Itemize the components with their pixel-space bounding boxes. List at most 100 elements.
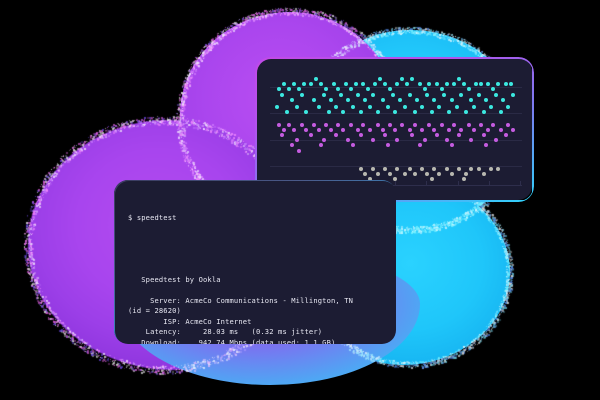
- chart-dot-download: [277, 87, 281, 91]
- chart-dot-latency: [393, 177, 397, 181]
- chart-dot-upload: [450, 143, 454, 147]
- chart-dot-upload: [484, 143, 488, 147]
- chart-tick: [426, 181, 427, 186]
- chart-dot-latency: [457, 167, 461, 171]
- chart-dot-download: [482, 110, 486, 114]
- live-graph-panel: [256, 58, 532, 200]
- chart-dot-download: [356, 93, 360, 97]
- chart-dot-download: [472, 105, 476, 109]
- chart-dot-download: [383, 82, 387, 86]
- chart-dot-download: [501, 98, 505, 102]
- chart-dot-upload: [356, 128, 360, 132]
- chart-dot-upload: [304, 128, 308, 132]
- chart-dot-upload: [349, 123, 353, 127]
- terminal-line: ISP: AcmeCo Internet: [128, 317, 388, 327]
- chart-dot-download: [432, 98, 436, 102]
- chart-dot-download: [359, 110, 363, 114]
- chart-dot-upload: [290, 143, 294, 147]
- screenshot-root: $ speedtest Speedtest by Ookla Server: A…: [0, 0, 600, 400]
- chart-dot-download: [332, 82, 336, 86]
- chart-dot-upload: [282, 128, 286, 132]
- chart-dot-download: [455, 105, 459, 109]
- chart-dot-upload: [324, 123, 328, 127]
- chart-dot-download: [282, 82, 286, 86]
- chart-dot-upload: [410, 133, 414, 137]
- chart-dot-upload: [395, 138, 399, 142]
- chart-dot-download: [292, 82, 296, 86]
- chart-dot-latency: [437, 172, 441, 176]
- chart-dot-download: [327, 110, 331, 114]
- chart-dot-download: [400, 77, 404, 81]
- chart-dot-download: [509, 82, 513, 86]
- chart-dot-upload: [383, 133, 387, 137]
- chart-dot-download: [398, 98, 402, 102]
- chart-dot-download: [462, 82, 466, 86]
- chart-dot-upload: [309, 133, 313, 137]
- chart-dot-upload: [427, 123, 431, 127]
- chart-dot-upload: [287, 123, 291, 127]
- chart-dot-upload: [452, 123, 456, 127]
- chart-dot-download: [420, 105, 424, 109]
- chart-dot-download: [290, 98, 294, 102]
- chart-dot-download: [437, 105, 441, 109]
- chart-dot-download: [491, 87, 495, 91]
- chart-dot-download: [445, 82, 449, 86]
- chart-dot-download: [467, 87, 471, 91]
- chart-dot-download: [489, 105, 493, 109]
- chart-dot-latency: [413, 172, 417, 176]
- chart-dot-download: [354, 82, 358, 86]
- chart-dot-upload: [506, 123, 510, 127]
- chart-dot-download: [423, 87, 427, 91]
- chart-dot-upload: [297, 149, 301, 153]
- chart-dot-upload: [494, 138, 498, 142]
- chart-dot-latency: [462, 177, 466, 181]
- chart-dot-upload: [351, 143, 355, 147]
- chart-dot-download: [309, 82, 313, 86]
- chart-dot-upload: [491, 123, 495, 127]
- chart-dot-latency: [496, 167, 500, 171]
- chart-dot-download: [459, 93, 463, 97]
- chart-tick: [489, 181, 490, 186]
- chart-dot-download: [479, 82, 483, 86]
- chart-dot-upload: [482, 133, 486, 137]
- chart-dot-upload: [467, 123, 471, 127]
- chart-dot-upload: [479, 123, 483, 127]
- chart-dot-download: [388, 87, 392, 91]
- chart-gridline: [270, 87, 522, 88]
- chart-dot-latency: [363, 172, 367, 176]
- terminal-line: [128, 286, 388, 296]
- chart-dot-download: [285, 110, 289, 114]
- chart-dot-download: [351, 105, 355, 109]
- chart-dot-download: [504, 82, 508, 86]
- chart-dot-upload: [499, 128, 503, 132]
- chart-dot-upload: [329, 128, 333, 132]
- chart-dot-download: [415, 98, 419, 102]
- chart-dot-upload: [400, 123, 404, 127]
- chart-dot-upload: [457, 133, 461, 137]
- chart-dot-download: [405, 82, 409, 86]
- chart-dot-download: [440, 87, 444, 91]
- chart-dot-download: [302, 82, 306, 86]
- dot-matrix-chart: [270, 70, 522, 190]
- chart-dot-download: [430, 110, 434, 114]
- chart-dot-download: [477, 93, 481, 97]
- chart-dot-upload: [277, 123, 281, 127]
- chart-dot-upload: [280, 133, 284, 137]
- chart-dot-download: [300, 93, 304, 97]
- chart-dot-upload: [447, 128, 451, 132]
- chart-dot-upload: [336, 123, 340, 127]
- chart-dot-upload: [393, 128, 397, 132]
- chart-dot-download: [413, 110, 417, 114]
- chart-dot-upload: [361, 123, 365, 127]
- chart-dot-upload: [423, 138, 427, 142]
- chart-dot-upload: [388, 123, 392, 127]
- chart-dot-download: [275, 105, 279, 109]
- terminal-line: Latency: 28.03 ms (0.32 ms jitter): [128, 327, 388, 337]
- chart-dot-download: [403, 105, 407, 109]
- chart-dot-latency: [420, 167, 424, 171]
- chart-dot-latency: [371, 167, 375, 171]
- chart-dot-download: [363, 98, 367, 102]
- chart-dot-latency: [432, 167, 436, 171]
- chart-dot-upload: [432, 128, 436, 132]
- chart-dot-latency: [469, 167, 473, 171]
